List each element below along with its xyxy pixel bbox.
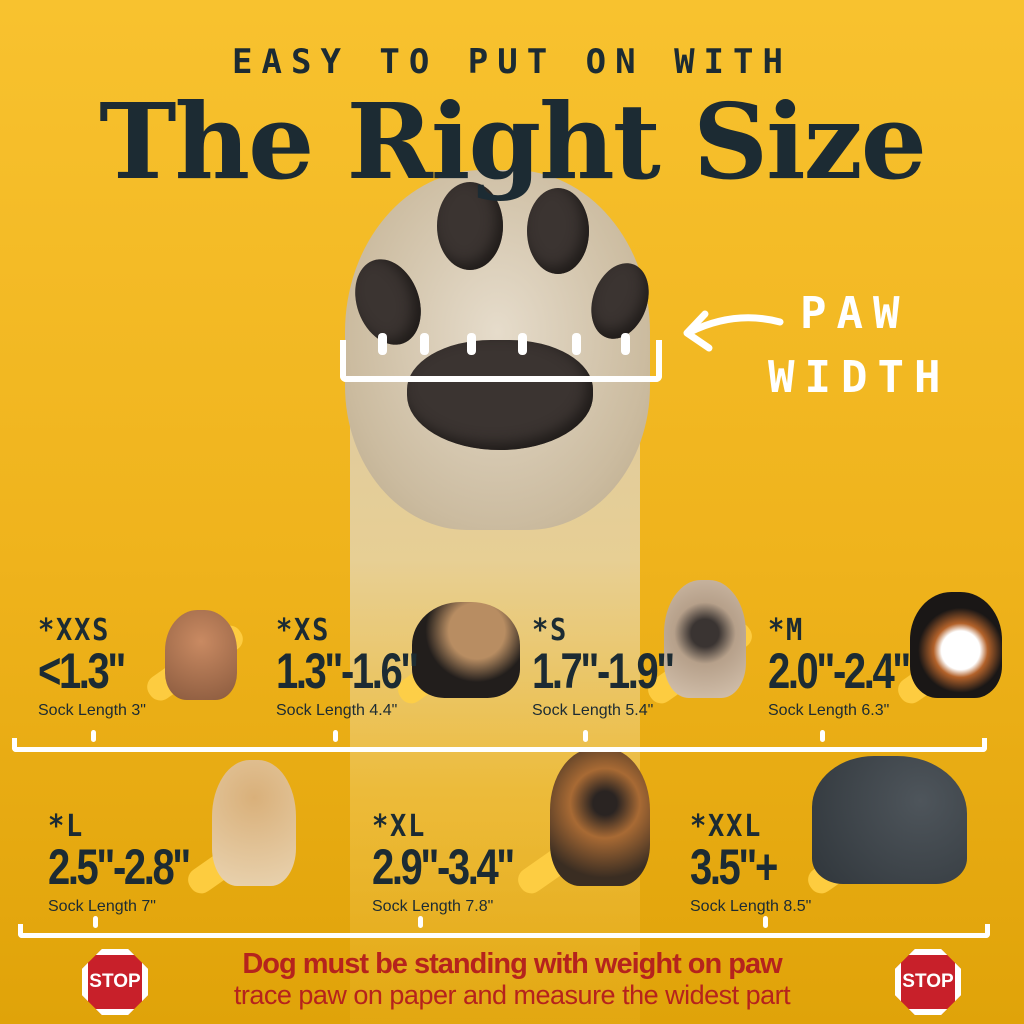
sock-length: Sock Length 5.4" (532, 702, 654, 719)
page-title: The Right Size (99, 80, 927, 203)
size-label: *L (48, 809, 85, 844)
sock-length: Sock Length 7" (48, 898, 156, 915)
toe-pad (527, 188, 589, 274)
size-label: *S (532, 613, 569, 648)
german-shepherd-image (550, 748, 650, 886)
size-range: <1.3" (38, 643, 126, 699)
width-label: WIDTH (768, 352, 951, 403)
size-range: 2.0"-2.4" (768, 643, 911, 699)
measure-instruction: trace paw on paper and measure the wides… (233, 980, 791, 1010)
size-l: *L 2.5"-2.8" Sock Length 7" (48, 812, 224, 916)
size-label: *XXL (690, 809, 763, 844)
stop-sign-icon: STOP (895, 949, 961, 1015)
paw-label: PAW (800, 288, 910, 339)
chihuahua-image (165, 610, 237, 700)
arrow-left-icon (683, 310, 784, 352)
size-range: 1.3"-1.6" (276, 643, 419, 699)
size-m: *M 2.0"-2.4" Sock Length 6.3" (768, 616, 944, 720)
golden-retriever-image (212, 760, 296, 886)
sock-length: Sock Length 8.5" (690, 898, 812, 915)
size-label: *XL (372, 809, 427, 844)
toe-pad (581, 255, 659, 347)
french-bulldog-image (664, 580, 746, 698)
size-range: 2.5"-2.8" (48, 839, 191, 895)
bernese-image (910, 592, 1002, 698)
size-label: *M (768, 613, 805, 648)
size-xs: *XS 1.3"-1.6" Sock Length 4.4" (276, 616, 452, 720)
size-scale-row1 (12, 738, 987, 752)
sock-length: Sock Length 3" (38, 702, 146, 719)
size-xxl: *XXL 3.5"+ Sock Length 8.5" (690, 812, 811, 916)
paw-width-ruler (340, 340, 662, 382)
sock-length: Sock Length 7.8" (372, 898, 494, 915)
size-scale-row2 (18, 924, 990, 938)
size-range: 3.5"+ (690, 839, 778, 895)
size-label: *XXS (38, 613, 111, 648)
toe-pad (343, 250, 433, 354)
size-xl: *XL 2.9"-3.4" Sock Length 7.8" (372, 812, 548, 916)
size-range: 1.7"-1.9" (532, 643, 675, 699)
size-range: 2.9"-3.4" (372, 839, 515, 895)
size-label: *XS (276, 613, 331, 648)
stop-sign-icon: STOP (82, 949, 148, 1015)
sock-length: Sock Length 6.3" (768, 702, 890, 719)
great-dane-image (812, 756, 967, 884)
sock-length: Sock Length 4.4" (276, 702, 398, 719)
main-pad (407, 340, 593, 450)
toe-pad (437, 182, 503, 270)
yorkie-image (412, 602, 520, 698)
headline-kicker: EASY TO PUT ON WITH (232, 42, 792, 82)
standing-warning: Dog must be standing with weight on paw (242, 948, 782, 980)
size-xxs: *XXS <1.3" Sock Length 3" (38, 616, 146, 720)
size-s: *S 1.7"-1.9" Sock Length 5.4" (532, 616, 708, 720)
paw-image (343, 170, 659, 530)
